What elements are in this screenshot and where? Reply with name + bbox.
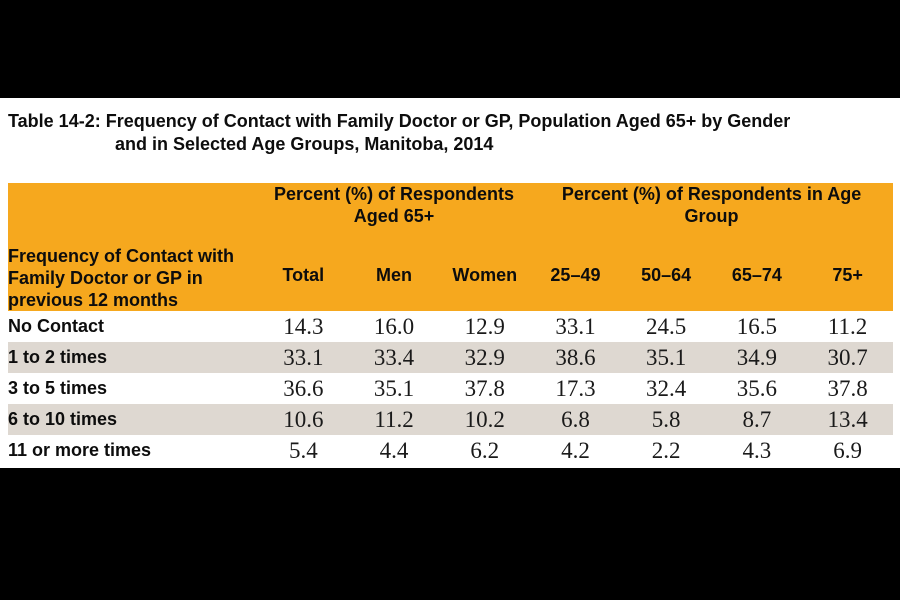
value-cell: 33.1	[283, 344, 324, 370]
table-row: No Contact 14.3 16.0 12.9 33.1 24.5 16.5…	[8, 311, 893, 342]
group-agegroup-line-1: Percent (%) of Respondents in Age	[561, 184, 862, 204]
column-header-total: Total	[258, 239, 349, 311]
value-cell: 5.4	[288, 437, 318, 463]
value-cell: 37.8	[827, 375, 868, 401]
row-header-cell: Frequency of Contact with Family Doctor …	[8, 183, 258, 311]
table-body: No Contact 14.3 16.0 12.9 33.1 24.5 16.5…	[8, 311, 893, 466]
row-label: 11 or more times	[8, 440, 152, 460]
group-header-aged-65: Percent (%) of Respondents Aged 65+	[258, 183, 531, 239]
row-header-line-2: Family Doctor or GP in	[8, 268, 203, 288]
value-cell: 13.4	[827, 406, 868, 432]
page-title: Table 14-2: Frequency of Contact with Fa…	[8, 110, 790, 156]
value-cell: 5.8	[651, 406, 681, 432]
value-cell: 16.0	[373, 313, 415, 339]
group-agegroup-line-2: Group	[684, 206, 739, 226]
row-label: 1 to 2 times	[8, 347, 108, 367]
table-header: Frequency of Contact with Family Doctor …	[8, 183, 893, 311]
column-header-men: Men	[348, 239, 440, 311]
row-header-line-3: previous 12 months	[8, 290, 179, 310]
value-cell: 34.9	[736, 344, 777, 370]
frequency-of-contact-table: Frequency of Contact with Family Doctor …	[8, 183, 893, 466]
column-header-75plus: 75+	[802, 239, 893, 311]
value-cell: 6.8	[561, 406, 590, 432]
value-cell: 11.2	[374, 406, 414, 432]
value-cell: 2.2	[651, 437, 681, 463]
value-cell: 14.3	[283, 313, 324, 339]
table-row: 6 to 10 times 10.6 11.2 10.2 6.8 5.8 8.7…	[8, 404, 893, 435]
value-cell: 10.6	[283, 406, 324, 432]
table-row: 3 to 5 times 36.6 35.1 37.8 17.3 32.4 35…	[8, 373, 893, 404]
column-header-women: Women	[439, 239, 531, 311]
value-cell: 35.6	[736, 375, 777, 401]
value-cell: 33.1	[555, 313, 596, 339]
value-cell: 16.5	[736, 313, 777, 339]
value-cell: 32.4	[646, 375, 687, 401]
title-line-1: Table 14-2: Frequency of Contact with Fa…	[8, 111, 791, 131]
value-cell: 17.3	[555, 375, 596, 401]
value-cell: 35.1	[646, 344, 687, 370]
group-header-age-group: Percent (%) of Respondents in Age Group	[530, 183, 893, 239]
top-black-bar	[0, 0, 900, 98]
row-header-line-1: Frequency of Contact with	[8, 246, 235, 266]
value-cell: 32.9	[464, 344, 505, 370]
value-cell: 30.7	[827, 344, 868, 370]
group-aged65-line-1: Percent (%) of Respondents	[274, 184, 515, 204]
value-cell: 38.6	[555, 344, 596, 370]
value-cell: 33.4	[373, 344, 415, 370]
value-cell: 24.5	[646, 313, 687, 339]
column-header-50-64: 50–64	[620, 239, 712, 311]
value-cell: 36.6	[283, 375, 324, 401]
row-label: 6 to 10 times	[8, 409, 118, 429]
value-cell: 4.2	[561, 437, 590, 463]
row-label: No Contact	[8, 316, 104, 336]
value-cell: 10.2	[464, 406, 505, 432]
table-row: 1 to 2 times 33.1 33.4 32.9 38.6 35.1 34…	[8, 342, 893, 373]
column-header-65-74: 65–74	[711, 239, 803, 311]
row-label: 3 to 5 times	[8, 378, 108, 398]
value-cell: 12.9	[464, 313, 505, 339]
value-cell: 4.4	[379, 437, 409, 463]
value-cell: 6.2	[470, 437, 500, 463]
group-aged65-line-2: Aged 65+	[353, 206, 435, 226]
value-cell: 11.2	[827, 313, 868, 339]
document-page: Table 14-2: Frequency of Contact with Fa…	[0, 98, 900, 468]
value-cell: 35.1	[373, 375, 415, 401]
value-cell: 37.8	[464, 375, 505, 401]
value-cell: 6.9	[833, 437, 862, 463]
table-row: 11 or more times 5.4 4.4 6.2 4.2 2.2 4.3…	[8, 435, 893, 466]
column-header-25-49: 25–49	[530, 239, 621, 311]
value-cell: 8.7	[742, 406, 772, 432]
title-line-2: and in Selected Age Groups, Manitoba, 20…	[115, 134, 494, 154]
bottom-black-bar	[0, 468, 900, 600]
value-cell: 4.3	[742, 437, 772, 463]
